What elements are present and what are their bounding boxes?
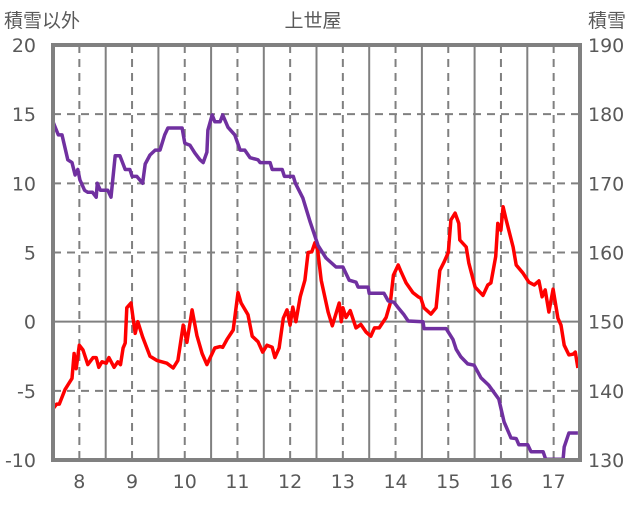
temperature-line [51, 205, 580, 410]
x-tick-label: 11 [225, 471, 249, 493]
left-y-tick-label: -10 [5, 450, 36, 472]
x-tick-label: 8 [73, 471, 85, 493]
plot-frame [51, 43, 582, 462]
left-y-tick-label: 5 [24, 243, 36, 265]
x-tick-label: 10 [173, 471, 197, 493]
right-y-tick-label: 140 [588, 381, 624, 403]
right-y-tick-label: 150 [588, 312, 624, 334]
x-tick-label: 14 [383, 471, 407, 493]
snow-depth-line [51, 113, 578, 462]
x-tick-label: 13 [331, 471, 355, 493]
right-axis-label: 積雪 [588, 10, 626, 32]
left-axis-label: 積雪以外 [4, 10, 80, 32]
left-y-tick-label: 0 [24, 312, 36, 334]
left-y-tick-label: 20 [12, 35, 36, 57]
left-y-tick-label: -5 [17, 381, 36, 403]
series-lines [51, 113, 580, 462]
left-y-tick-label: 10 [12, 173, 36, 195]
right-y-tick-label: 190 [588, 35, 624, 57]
x-tick-label: 16 [489, 471, 513, 493]
right-y-tick-label: 130 [588, 450, 624, 472]
right-y-tick-label: 170 [588, 173, 624, 195]
left-y-tick-label: 15 [12, 104, 36, 126]
chart-title: 上世屋 [284, 10, 341, 32]
x-tick-label: 9 [126, 471, 138, 493]
x-tick-label: 12 [278, 471, 302, 493]
right-y-tick-label: 180 [588, 104, 624, 126]
tick-labels: 8 9 10 11 12 13 14 15 16 17 -10 -5 0 5 10 15 20 130 140 150… [5, 35, 624, 493]
x-tick-label: 17 [542, 471, 566, 493]
right-y-tick-label: 160 [588, 243, 624, 265]
x-tick-label: 15 [436, 471, 460, 493]
